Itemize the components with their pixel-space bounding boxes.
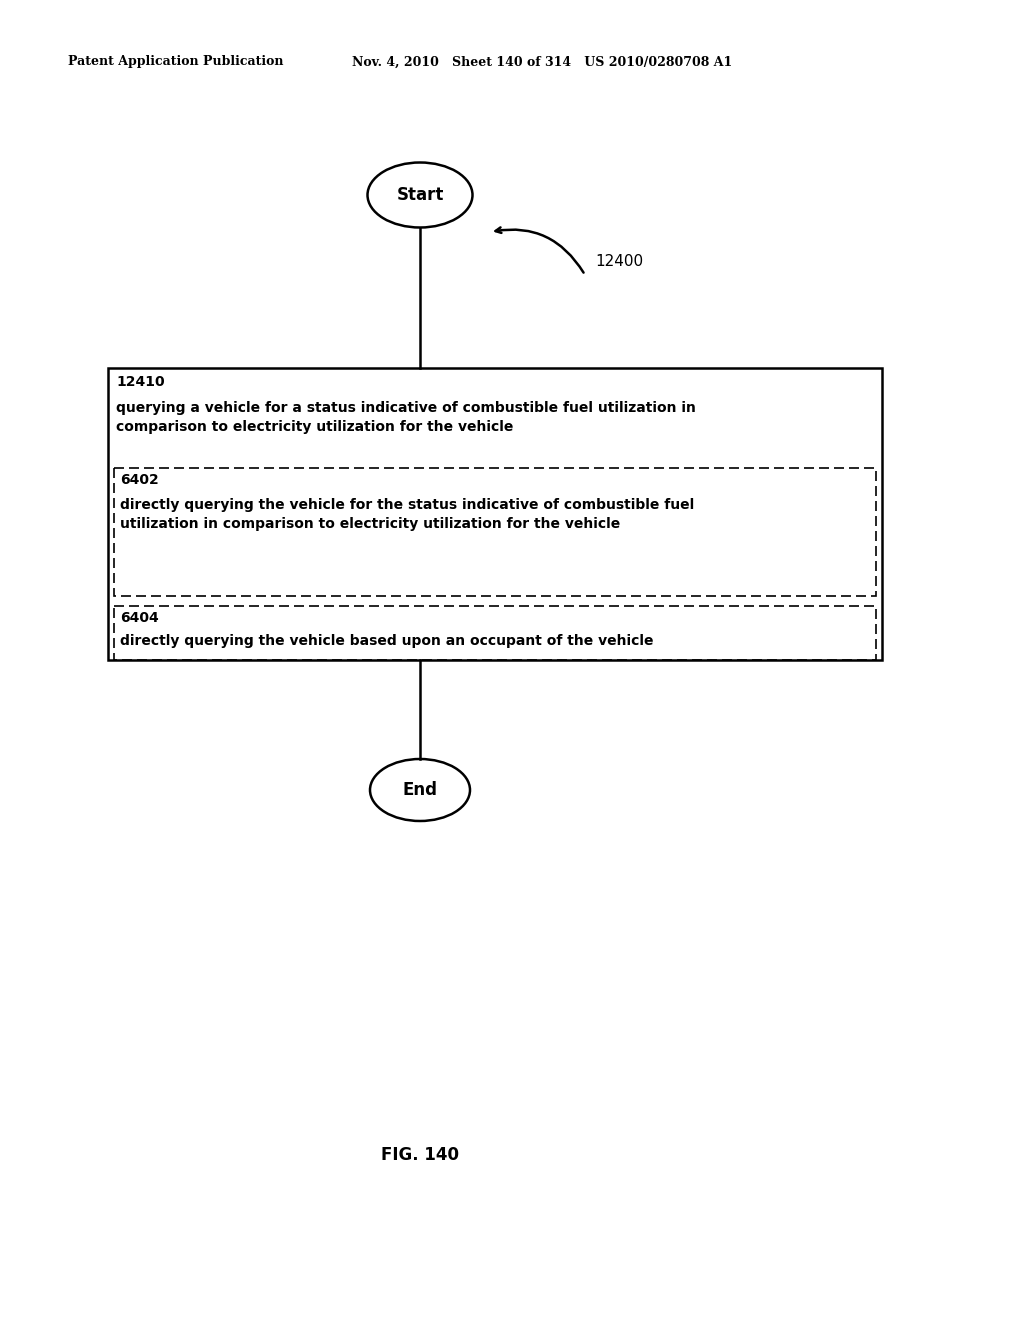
Text: 12410: 12410	[116, 375, 165, 389]
Text: FIG. 140: FIG. 140	[381, 1146, 459, 1164]
Text: directly querying the vehicle for the status indicative of combustible fuel: directly querying the vehicle for the st…	[120, 498, 694, 512]
Bar	[114, 469, 876, 597]
Bar	[114, 606, 876, 660]
Text: querying a vehicle for a status indicative of combustible fuel utilization in: querying a vehicle for a status indicati…	[116, 401, 696, 414]
Text: 6404: 6404	[120, 611, 159, 624]
Text: comparison to electricity utilization for the vehicle: comparison to electricity utilization fo…	[116, 420, 513, 434]
Bar	[108, 368, 882, 660]
Text: utilization in comparison to electricity utilization for the vehicle: utilization in comparison to electricity…	[120, 517, 621, 531]
Text: Start: Start	[396, 186, 443, 205]
Text: End: End	[402, 781, 437, 799]
Text: Patent Application Publication: Patent Application Publication	[68, 55, 284, 69]
Text: 6402: 6402	[120, 473, 159, 487]
Text: directly querying the vehicle based upon an occupant of the vehicle: directly querying the vehicle based upon…	[120, 634, 653, 648]
Text: 12400: 12400	[595, 255, 643, 269]
Text: Nov. 4, 2010   Sheet 140 of 314   US 2010/0280708 A1: Nov. 4, 2010 Sheet 140 of 314 US 2010/02…	[352, 55, 732, 69]
